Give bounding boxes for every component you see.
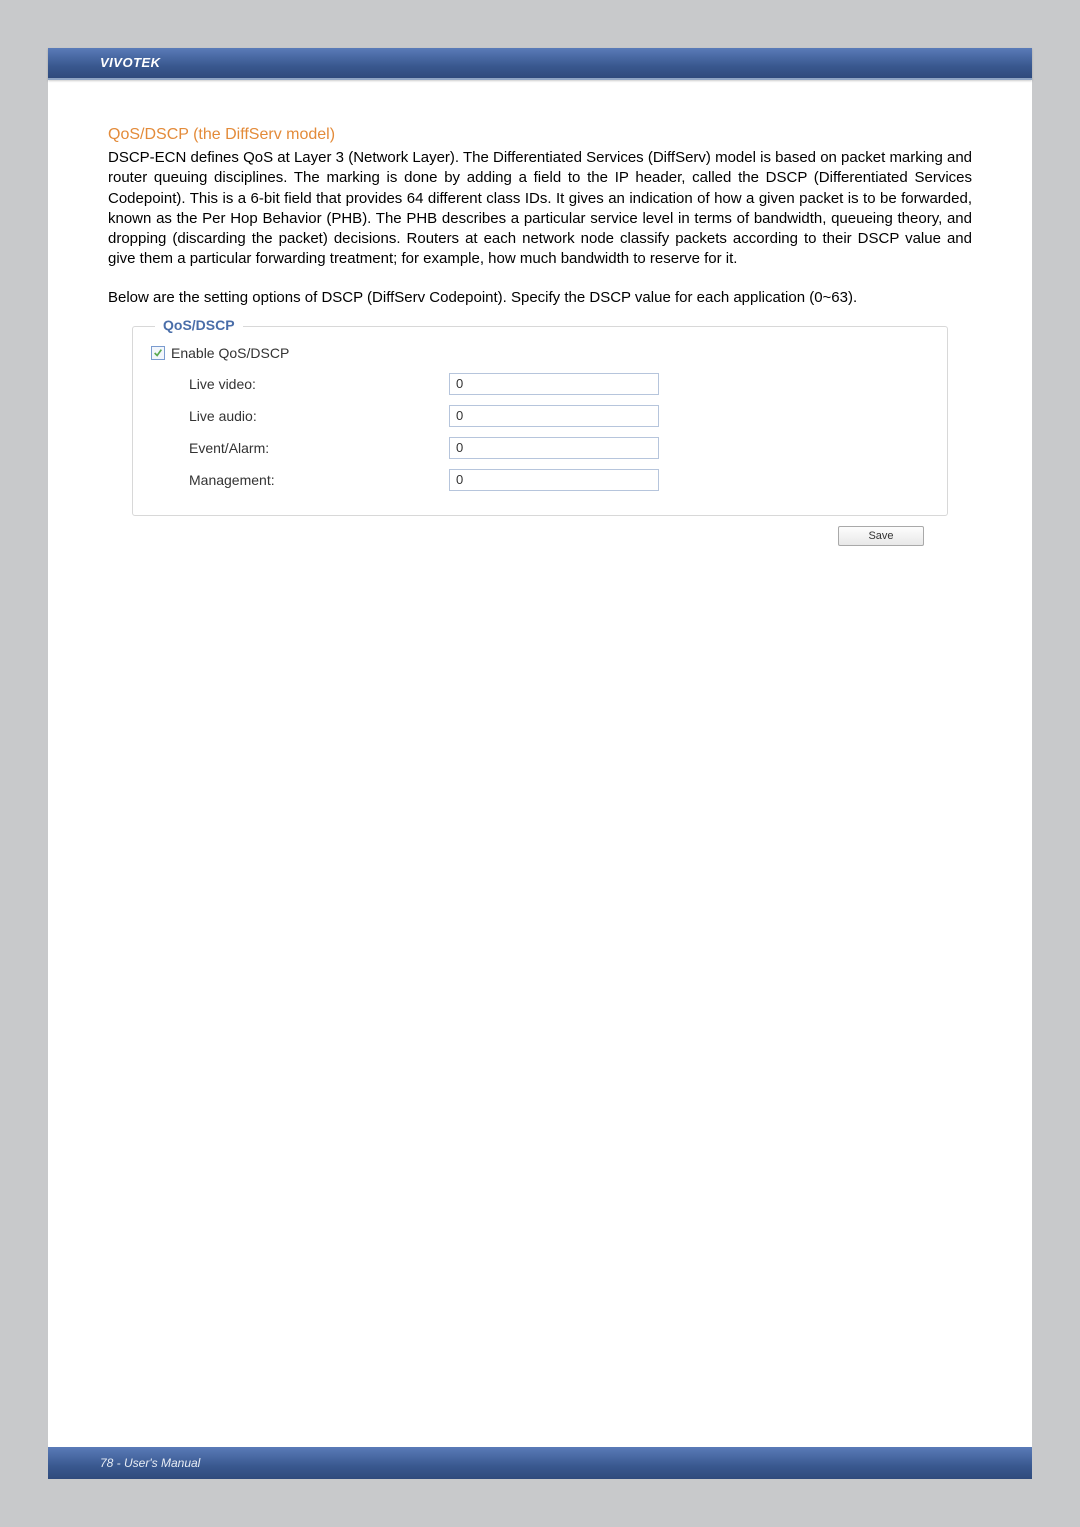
row-live-audio: Live audio: [189, 405, 927, 427]
qos-dscp-fieldset-wrap: QoS/DSCP Enable QoS/DSCP Live video: Liv… [132, 326, 948, 546]
row-event-alarm: Event/Alarm: [189, 437, 927, 459]
footer-bar: 78 - User's Manual [48, 1447, 1032, 1479]
save-row: Save [132, 526, 924, 546]
check-icon [153, 348, 163, 358]
paragraph-1: DSCP-ECN defines QoS at Layer 3 (Network… [108, 148, 972, 270]
enable-qos-label: Enable QoS/DSCP [171, 345, 289, 361]
save-button[interactable]: Save [838, 526, 924, 546]
paragraph-2: Below are the setting options of DSCP (D… [108, 288, 972, 308]
input-live-audio[interactable] [449, 405, 659, 427]
content-area: QoS/DSCP (the DiffServ model) DSCP-ECN d… [48, 80, 1032, 546]
qos-dscp-fieldset: QoS/DSCP Enable QoS/DSCP Live video: Liv… [132, 326, 948, 516]
enable-qos-row: Enable QoS/DSCP [151, 345, 927, 361]
enable-qos-checkbox[interactable] [151, 346, 165, 360]
row-management: Management: [189, 469, 927, 491]
label-management: Management: [189, 472, 449, 488]
input-event-alarm[interactable] [449, 437, 659, 459]
input-management[interactable] [449, 469, 659, 491]
fieldset-legend: QoS/DSCP [155, 317, 243, 333]
row-live-video: Live video: [189, 373, 927, 395]
header-bar: VIVOTEK [48, 48, 1032, 80]
page: VIVOTEK QoS/DSCP (the DiffServ model) DS… [48, 48, 1032, 1479]
label-live-audio: Live audio: [189, 408, 449, 424]
brand-label: VIVOTEK [48, 48, 1032, 78]
section-title: QoS/DSCP (the DiffServ model) [108, 126, 972, 144]
input-live-video[interactable] [449, 373, 659, 395]
label-live-video: Live video: [189, 376, 449, 392]
label-event-alarm: Event/Alarm: [189, 440, 449, 456]
footer-text: 78 - User's Manual [48, 1447, 1032, 1479]
